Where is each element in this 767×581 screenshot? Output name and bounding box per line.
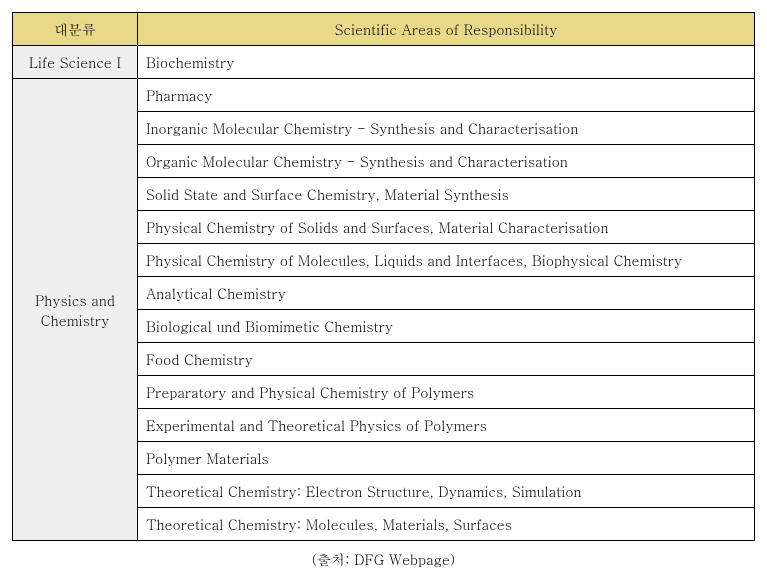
area-cell: Theoretical Chemistry: Molecules, Materi…: [138, 508, 755, 541]
area-cell: Polymer Materials: [138, 442, 755, 475]
classification-table: 대분류 Scientific Areas of Responsibility L…: [12, 12, 755, 541]
category-cell-life-science: Life Science I: [13, 46, 138, 79]
area-cell: Physical Chemistry of Solids and Surface…: [138, 211, 755, 244]
table-row: Life Science I Biochemistry: [13, 46, 755, 79]
table-row: Physics and Chemistry Pharmacy: [13, 79, 755, 112]
header-category: 대분류: [13, 13, 138, 46]
category-cell-physics-chemistry: Physics and Chemistry: [13, 79, 138, 541]
table-caption: (출처: DFG Webpage): [12, 549, 755, 569]
table-body: Life Science I Biochemistry Physics and …: [13, 46, 755, 541]
area-cell: Physical Chemistry of Molecules, Liquids…: [138, 244, 755, 277]
area-cell: Biological und Biomimetic Chemistry: [138, 310, 755, 343]
area-cell: Organic Molecular Chemistry - Synthesis …: [138, 145, 755, 178]
area-cell: Inorganic Molecular Chemistry - Synthesi…: [138, 112, 755, 145]
table-header-row: 대분류 Scientific Areas of Responsibility: [13, 13, 755, 46]
header-area: Scientific Areas of Responsibility: [138, 13, 755, 46]
area-cell: Theoretical Chemistry: Electron Structur…: [138, 475, 755, 508]
area-cell: Analytical Chemistry: [138, 277, 755, 310]
area-cell: Biochemistry: [138, 46, 755, 79]
area-cell: Food Chemistry: [138, 343, 755, 376]
area-cell: Preparatory and Physical Chemistry of Po…: [138, 376, 755, 409]
area-cell: Pharmacy: [138, 79, 755, 112]
area-cell: Experimental and Theoretical Physics of …: [138, 409, 755, 442]
area-cell: Solid State and Surface Chemistry, Mater…: [138, 178, 755, 211]
